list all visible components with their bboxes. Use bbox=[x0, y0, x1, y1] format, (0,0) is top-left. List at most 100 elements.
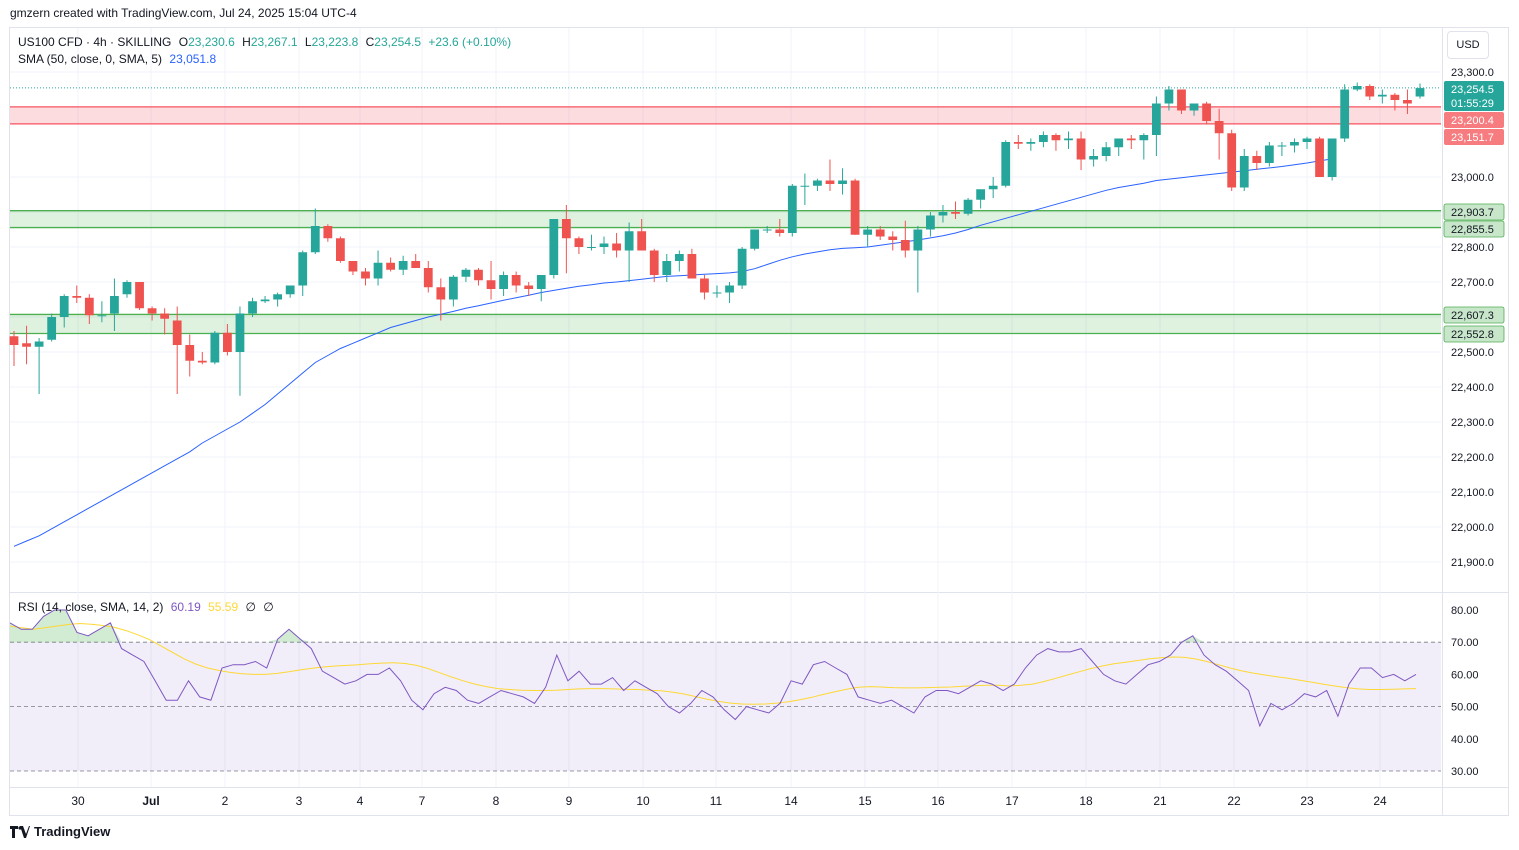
candle-body bbox=[461, 269, 471, 277]
price-tick-label: 21,900.0 bbox=[1451, 557, 1494, 569]
time-tick-label: 2 bbox=[222, 794, 229, 808]
candle-body bbox=[47, 317, 57, 340]
candle-body bbox=[900, 240, 910, 251]
tradingview-logo[interactable]: TradingView bbox=[10, 824, 110, 839]
candle-body bbox=[398, 261, 408, 270]
candle-body bbox=[348, 261, 358, 272]
resistance-top-badge: 23,200.4 bbox=[1444, 112, 1504, 128]
candle bbox=[1038, 131, 1048, 148]
candle-body bbox=[1051, 135, 1061, 141]
candle-body bbox=[223, 332, 232, 352]
candle-body bbox=[700, 278, 709, 293]
candle-body bbox=[649, 250, 659, 275]
candle bbox=[888, 231, 898, 251]
price-tick-label: 22,800.0 bbox=[1451, 242, 1494, 254]
candle bbox=[1076, 131, 1086, 170]
candle bbox=[1139, 133, 1149, 160]
time-tick-label: 10 bbox=[636, 794, 650, 808]
rsi-tick-label: 70.00 bbox=[1451, 637, 1479, 649]
price-tick-label: 23,300.0 bbox=[1451, 67, 1494, 79]
candle bbox=[423, 261, 433, 293]
candle-body bbox=[172, 320, 182, 345]
open-value: 23,230.6 bbox=[188, 35, 235, 49]
candle bbox=[34, 338, 44, 394]
candle-body bbox=[674, 254, 684, 261]
tradingview-logo-icon bbox=[10, 825, 30, 838]
candle bbox=[486, 261, 496, 300]
close-value: 23,254.5 bbox=[374, 35, 422, 49]
candle bbox=[1315, 136, 1324, 177]
candle bbox=[913, 226, 923, 293]
candle bbox=[1126, 135, 1136, 149]
currency-button[interactable]: USD bbox=[1447, 31, 1489, 59]
candle bbox=[1340, 84, 1350, 142]
candle bbox=[938, 205, 948, 223]
price-tick-label: 22,300.0 bbox=[1451, 417, 1494, 429]
candle-body bbox=[1139, 135, 1149, 141]
candle-body bbox=[712, 292, 722, 294]
candle-body bbox=[1302, 138, 1312, 142]
time-tick-label: 17 bbox=[1005, 794, 1019, 808]
candle bbox=[1239, 149, 1249, 191]
candle bbox=[700, 275, 709, 300]
candle-body bbox=[662, 261, 672, 275]
candle bbox=[712, 285, 722, 298]
candle bbox=[235, 306, 245, 396]
candle-body bbox=[951, 212, 960, 214]
candle-body bbox=[260, 299, 270, 302]
candle bbox=[687, 248, 697, 279]
candle bbox=[436, 278, 446, 321]
candle-body bbox=[787, 185, 797, 233]
candle-body bbox=[637, 231, 647, 251]
candle bbox=[838, 168, 847, 195]
candle bbox=[1214, 108, 1224, 160]
candle-body bbox=[850, 180, 860, 235]
candle bbox=[361, 268, 370, 286]
candle bbox=[787, 184, 797, 237]
time-tick-label: 18 bbox=[1079, 794, 1093, 808]
price-tick-label: 22,100.0 bbox=[1451, 487, 1494, 499]
candle-body bbox=[725, 285, 734, 293]
support-zone bbox=[10, 314, 1441, 334]
resistance-bottom-badge-text: 23,151.7 bbox=[1451, 132, 1494, 144]
candle-body bbox=[1001, 142, 1011, 186]
candle bbox=[59, 294, 69, 328]
candle-body bbox=[335, 238, 345, 261]
price-tick-label: 22,700.0 bbox=[1451, 277, 1494, 289]
candle-body bbox=[474, 269, 483, 281]
candle bbox=[599, 236, 609, 254]
candle bbox=[1114, 138, 1124, 156]
candle-body bbox=[1189, 103, 1199, 111]
candle-body bbox=[1064, 138, 1073, 141]
candle bbox=[1277, 142, 1287, 156]
candle bbox=[160, 308, 170, 335]
candle bbox=[122, 280, 132, 298]
time-tick-label: 15 bbox=[858, 794, 872, 808]
candle bbox=[22, 325, 31, 365]
candle-body bbox=[750, 229, 760, 249]
candle-body bbox=[1365, 86, 1375, 97]
candle bbox=[850, 178, 860, 235]
candle-body bbox=[511, 275, 521, 286]
candle bbox=[612, 233, 621, 258]
rsi-tick-label: 50.00 bbox=[1451, 702, 1479, 714]
candle bbox=[737, 247, 747, 289]
support1-top-badge-text: 22,903.7 bbox=[1451, 207, 1494, 219]
candle bbox=[1377, 89, 1387, 104]
candle-body bbox=[298, 252, 308, 286]
candle-body bbox=[624, 231, 634, 251]
candle-body bbox=[888, 236, 898, 240]
candle bbox=[561, 205, 571, 274]
sma-value: 23,051.8 bbox=[169, 52, 217, 66]
candle bbox=[1415, 83, 1425, 99]
candle-body bbox=[1101, 147, 1111, 156]
rsi-overbought-fill bbox=[10, 610, 1416, 643]
candle bbox=[9, 331, 19, 366]
candle-body bbox=[423, 268, 433, 288]
last-price-badge-text: 01:55:29 bbox=[1451, 98, 1494, 110]
candle-body bbox=[737, 248, 747, 286]
candle bbox=[536, 275, 546, 302]
resistance-top-badge-bg bbox=[1444, 112, 1504, 128]
candle-body bbox=[84, 297, 94, 316]
